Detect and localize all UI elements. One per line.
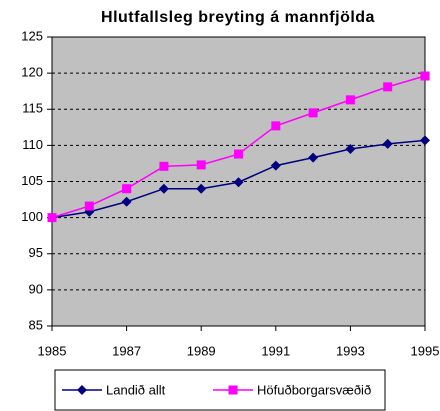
y-tick-label: 85: [29, 317, 43, 332]
point: [233, 177, 244, 188]
plot-border: [51, 36, 426, 327]
y-tick-label: 90: [29, 281, 43, 296]
point: [158, 183, 169, 194]
chart-title: Hlutfallsleg breyting á mannfjölda: [101, 9, 375, 26]
point: [420, 71, 430, 81]
y-tick-label: 95: [29, 245, 43, 260]
legend-label: Landið allt: [106, 382, 166, 397]
point: [159, 161, 169, 171]
legend-marker: [228, 385, 238, 395]
point: [196, 160, 206, 170]
point: [345, 143, 356, 154]
point: [271, 121, 281, 131]
point: [234, 149, 243, 159]
y-tick-label: 115: [22, 101, 43, 116]
point: [308, 152, 319, 163]
point: [345, 95, 355, 105]
point: [308, 108, 318, 118]
point: [270, 160, 281, 171]
y-tick-label: 120: [21, 65, 43, 80]
legend-label: Höfuðborgarsvæðið: [257, 382, 371, 397]
y-tick-label: 110: [22, 137, 43, 152]
point: [420, 135, 430, 146]
point: [382, 138, 393, 149]
y-tick-label: 105: [21, 173, 43, 188]
x-tick-label: 1991: [261, 343, 290, 358]
y-tick-label: 125: [21, 28, 43, 43]
point: [383, 82, 393, 92]
point: [196, 183, 207, 194]
legend-marker: [77, 385, 87, 395]
point: [121, 196, 132, 207]
x-tick-label: 1993: [336, 343, 365, 358]
x-tick-label: 1995: [411, 343, 440, 358]
point: [122, 184, 132, 194]
x-tick-label: 1989: [187, 343, 216, 358]
point: [84, 201, 94, 211]
x-tick-label: 1985: [38, 343, 67, 358]
point: [47, 213, 57, 223]
y-tick-label: 100: [21, 209, 43, 224]
x-tick-label: 1987: [112, 343, 141, 358]
